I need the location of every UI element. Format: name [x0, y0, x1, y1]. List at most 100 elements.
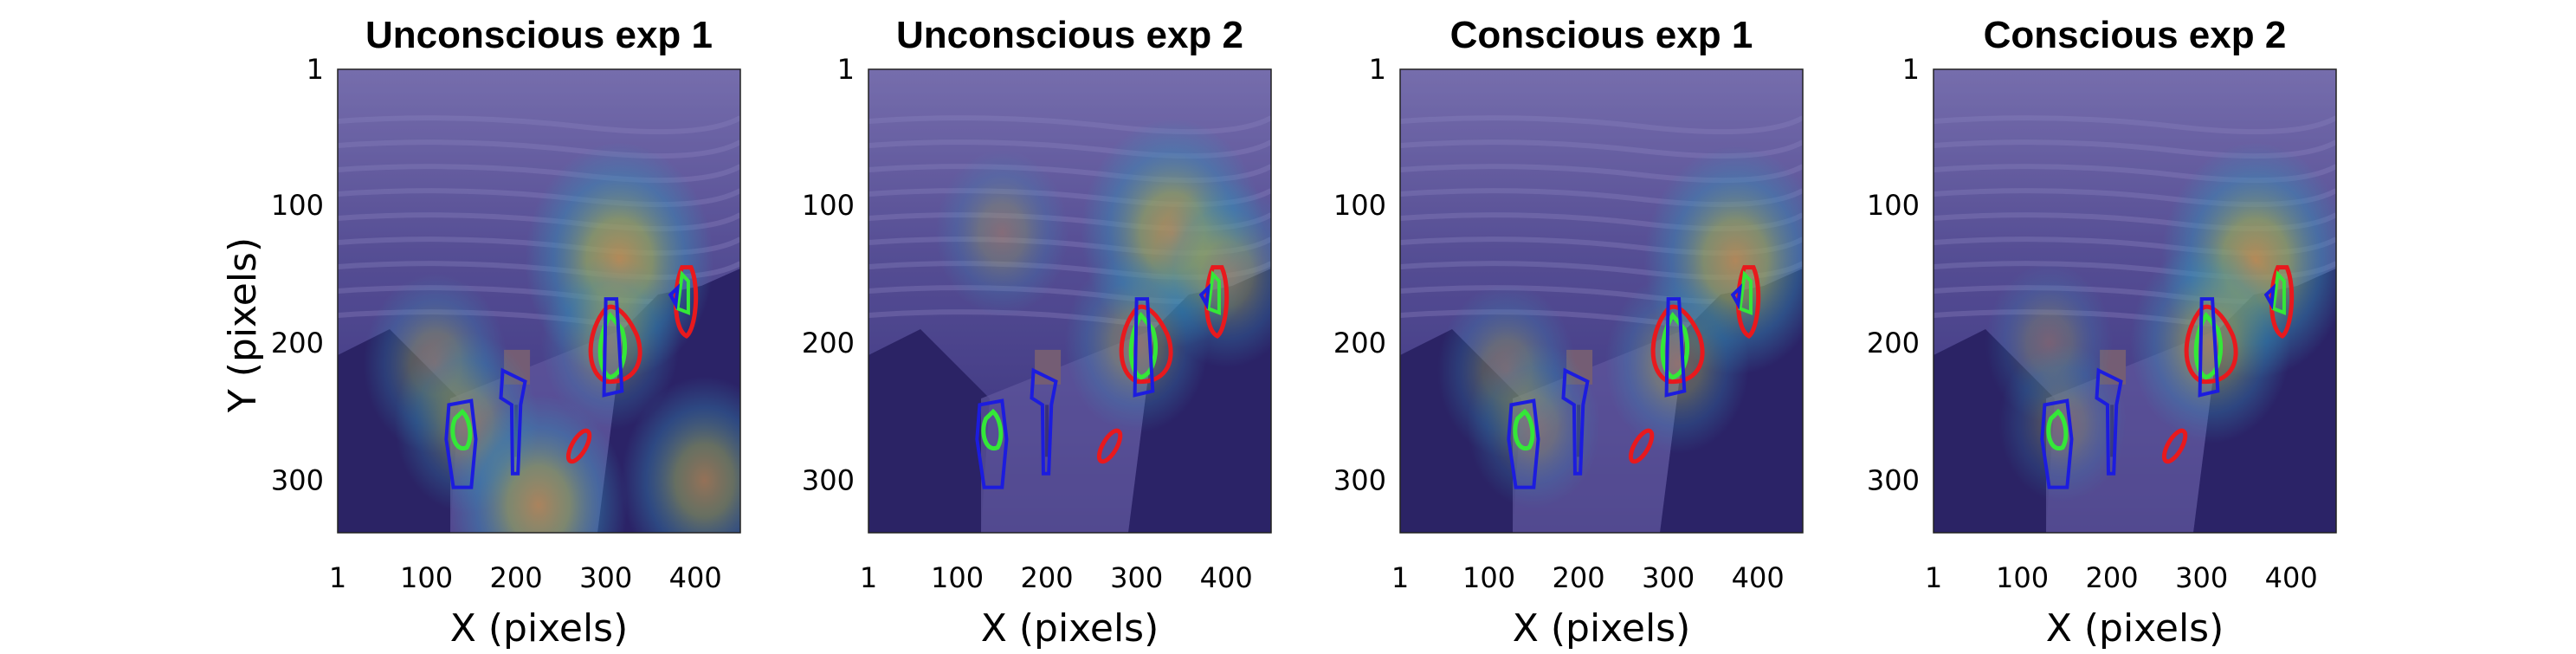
contour-blue [1507, 398, 1540, 489]
y-tick-label: 300 [1867, 464, 1920, 497]
contour-blue [975, 398, 1009, 489]
x-axis-label: X (pixels) [981, 606, 1159, 651]
contour-blue [1664, 297, 1687, 398]
contour-red [2161, 428, 2188, 464]
panel-title: Conscious exp 2 [1984, 14, 2287, 56]
panel-4: Conscious exp 2 1 100 200 300 400 1 100 200 300 X … [1867, 14, 2337, 651]
image-area [1934, 69, 2336, 533]
contour-green [1660, 311, 1689, 380]
x-tick-label: 300 [579, 561, 632, 594]
y-tick-label: 1 [837, 53, 855, 86]
x-tick-label: 1 [1391, 561, 1409, 594]
contour-red [2184, 304, 2238, 385]
y-tick-label: 100 [1333, 189, 1386, 222]
contour-green [597, 311, 627, 380]
axes-frame [1933, 68, 2337, 534]
contour-red [1119, 304, 1173, 385]
wave-streak [338, 139, 740, 159]
y-tick-label: 200 [802, 327, 855, 359]
contour-green [450, 408, 473, 451]
x-tick-label: 200 [490, 561, 543, 594]
x-axis-label: X (pixels) [450, 606, 629, 651]
contour-blue [2263, 283, 2276, 310]
contour-red [1650, 304, 1705, 385]
wave-streak [868, 115, 1271, 135]
y-tick-label: 300 [1333, 464, 1386, 497]
contour-blue [1730, 283, 1743, 310]
fixation-hotspot [621, 376, 740, 533]
x-tick-label: 100 [400, 561, 453, 594]
panel-3: Conscious exp 1 1 100 200 300 400 1 100 200 300 X … [1333, 14, 1804, 651]
panel-2: Unconscious exp 2 1 100 200 300 400 1 100 200 300… [802, 14, 1272, 651]
fixation-hotspot [1604, 273, 1750, 454]
x-tick-label: 300 [1642, 561, 1695, 594]
y-tick-label: 200 [1333, 327, 1386, 359]
x-tick-label: 200 [2086, 561, 2139, 594]
contour-green [675, 270, 690, 315]
y-tick-label: 300 [271, 464, 324, 497]
image-area [1400, 69, 1803, 533]
y-tick-label: 300 [802, 464, 855, 497]
contour-green [1206, 270, 1221, 315]
x-tick-label: 400 [2265, 561, 2318, 594]
y-axis-label: Y (pixels) [221, 237, 265, 413]
panel-1: Unconscious exp 1 1 100 200 300 400 1 100 200 300… [271, 14, 741, 651]
x-tick-label: 200 [1021, 561, 1074, 594]
contour-green [2046, 408, 2069, 451]
wave-streak [1934, 115, 2336, 135]
axes-frame [1399, 68, 1804, 534]
y-tick-label: 200 [271, 327, 324, 359]
contour-blue [602, 297, 624, 398]
rock-left [868, 329, 990, 533]
x-axis-label: X (pixels) [1513, 606, 1691, 651]
contour-blue [444, 398, 478, 489]
contour-blue [499, 367, 527, 476]
sign-post [1045, 405, 1049, 457]
x-tick-label: 300 [1110, 561, 1163, 594]
x-tick-label: 1 [1925, 561, 1942, 594]
contour-red [565, 428, 592, 464]
contour-green [2193, 311, 2223, 380]
contour-blue [2198, 297, 2220, 398]
x-tick-label: 200 [1553, 561, 1605, 594]
fixation-hotspot [2130, 242, 2291, 444]
image-area [338, 69, 740, 533]
x-tick-label: 100 [1996, 561, 2049, 594]
contour-blue [668, 283, 681, 310]
axes-frame [868, 68, 1272, 534]
image-area [868, 69, 1271, 533]
panel-title: Conscious exp 1 [1450, 14, 1753, 56]
wave-streak [1400, 115, 1803, 135]
contour-blue [1198, 283, 1211, 310]
wave-streak [338, 115, 740, 135]
x-tick-label: 1 [329, 561, 346, 594]
x-tick-label: 300 [2175, 561, 2228, 594]
x-tick-label: 1 [860, 561, 877, 594]
x-tick-label: 400 [1732, 561, 1785, 594]
panel-title: Unconscious exp 1 [365, 14, 713, 56]
contour-red [1628, 428, 1655, 464]
x-tick-label: 400 [1200, 561, 1253, 594]
y-tick-label: 100 [1867, 189, 1920, 222]
x-axis-label: X (pixels) [2046, 606, 2224, 651]
contour-red [588, 304, 642, 385]
fixation-hotspot [449, 394, 628, 533]
panel-title: Unconscious exp 2 [896, 14, 1243, 56]
contour-blue [1561, 367, 1590, 476]
contour-green [1738, 270, 1753, 315]
y-tick-label: 100 [802, 189, 855, 222]
contour-blue [2040, 398, 2074, 489]
contour-blue [2095, 367, 2123, 476]
y-tick-label: 1 [307, 53, 324, 86]
y-tick-label: 1 [1369, 53, 1386, 86]
wave-streak [1934, 139, 2336, 159]
x-tick-label: 100 [931, 561, 984, 594]
contour-blue [1133, 297, 1155, 398]
axes-frame [337, 68, 741, 534]
fixation-hotspot [540, 256, 680, 430]
contour-green [1513, 408, 1535, 451]
contour-green [2271, 270, 2286, 315]
contour-blue [1030, 367, 1058, 476]
x-tick-label: 400 [669, 561, 722, 594]
